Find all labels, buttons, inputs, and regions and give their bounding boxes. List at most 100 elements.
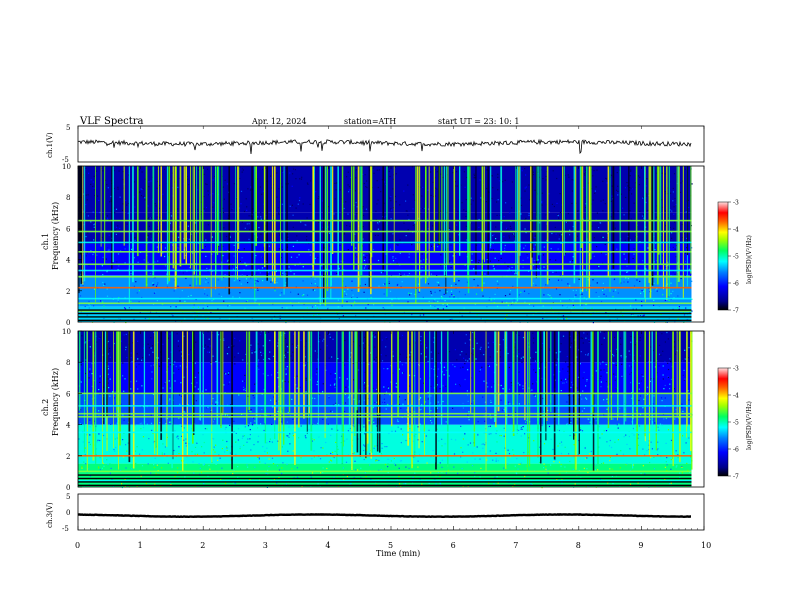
spectrogram-speck — [332, 456, 334, 458]
spectrogram-speck — [421, 218, 423, 220]
spectrogram-speck — [397, 419, 399, 421]
spectrogram-speck — [300, 425, 302, 427]
spectrogram-speck — [456, 185, 458, 187]
spectrogram-speck — [317, 256, 319, 258]
spectrogram-speck — [207, 475, 209, 477]
spectrogram-speck — [536, 268, 538, 270]
spectrogram-speck — [600, 200, 602, 202]
spectrogram-speck — [336, 240, 338, 242]
spectrogram-speck — [102, 256, 104, 258]
spectrogram-speck — [405, 235, 407, 237]
spectrogram-speck — [153, 466, 155, 469]
spectrogram-speck — [691, 183, 693, 185]
spectrogram-speck — [203, 210, 205, 212]
spectrogram-speck — [681, 308, 683, 310]
spectrogram-speck — [438, 284, 440, 286]
spectrogram-speck — [481, 443, 483, 445]
spectrogram-speck — [121, 211, 123, 213]
spectrogram-speck — [276, 282, 278, 284]
spectrogram-speck — [542, 275, 544, 277]
spectrogram-speck — [426, 233, 428, 235]
spectrogram-speck — [617, 439, 619, 441]
spectrogram-speck — [623, 253, 625, 255]
spectrogram-speck — [340, 260, 342, 262]
spectrogram-speck — [299, 178, 301, 180]
spectrogram-speck — [434, 307, 436, 309]
spectrogram-speck — [558, 461, 561, 463]
spectrogram-speck — [497, 176, 499, 178]
spectrogram-speck — [82, 284, 84, 287]
spectrogram-speck — [300, 178, 303, 180]
spectrogram-speck — [601, 463, 603, 465]
spectrogram-speck — [663, 388, 665, 390]
spectrogram-speck — [93, 397, 95, 399]
spectrogram-speck — [101, 167, 103, 170]
spectrogram-speck — [302, 266, 304, 268]
spectrogram-speck — [259, 348, 261, 350]
spectrogram-speck — [665, 417, 667, 420]
spectrogram-speck — [148, 347, 150, 349]
spectrogram-speck — [591, 307, 593, 309]
spectrogram-speck — [138, 444, 140, 446]
spectrogram-speck — [207, 282, 209, 284]
spectrogram-speck — [648, 361, 650, 363]
spectrogram-speck — [557, 429, 559, 431]
spectrogram-speck — [680, 191, 682, 193]
spectrogram-speck — [328, 396, 330, 398]
spectrogram-speck — [511, 384, 513, 387]
spectrogram-speck — [384, 283, 386, 285]
spectrogram-speck — [452, 356, 454, 358]
spectrogram-speck — [457, 472, 459, 474]
spectrogram-spike — [132, 166, 134, 283]
spectrogram-speck — [539, 212, 541, 214]
spectrogram-speck — [137, 461, 139, 463]
spectrogram-speck — [462, 485, 464, 487]
spectrogram-speck — [229, 424, 231, 426]
spectrogram-speck — [195, 298, 197, 301]
spectrogram-speck — [207, 271, 209, 273]
start-time-label: start UT = 23: 10: 1 — [438, 117, 519, 126]
spectrogram-speck — [580, 290, 582, 292]
spectrogram-speck — [354, 301, 356, 303]
spectrogram-speck — [176, 333, 178, 335]
spectrogram-speck — [282, 462, 284, 464]
spectrogram-speck — [331, 210, 333, 213]
spectrogram-speck — [363, 215, 365, 217]
spectrogram-speck — [134, 237, 136, 239]
spectrogram-speck — [454, 449, 456, 451]
spectrogram-speck — [594, 192, 596, 194]
spectrogram-speck — [245, 198, 247, 200]
spectrogram-speck — [473, 173, 475, 175]
spectrogram-speck — [196, 208, 198, 210]
spectrogram-speck — [497, 305, 499, 308]
spectrogram-speck — [507, 228, 509, 230]
spectrogram-speck — [395, 464, 397, 466]
spectrogram-speck — [595, 291, 597, 294]
spectrogram-speck — [275, 361, 277, 363]
spectrogram-speck — [189, 314, 192, 316]
spectrogram-speck — [126, 223, 128, 225]
spectrogram-speck — [459, 367, 462, 369]
spectrogram-speck — [223, 462, 225, 464]
spectrogram-speck — [240, 283, 242, 285]
spectrogram-speck — [647, 209, 649, 211]
spectrogram-speck — [645, 414, 647, 416]
spectrogram-speck — [139, 188, 142, 190]
spectrogram-speck — [621, 375, 623, 377]
spectrogram-speck — [542, 195, 545, 197]
spectrogram-speck — [276, 434, 279, 436]
spectrogram-speck — [632, 314, 634, 316]
spectrogram-speck — [562, 381, 565, 383]
spectrogram-speck — [630, 187, 632, 190]
spectrogram-speck — [382, 378, 384, 380]
spectrogram-speck — [273, 264, 275, 266]
spectrogram-speck — [346, 301, 348, 303]
spectrogram-speck — [441, 466, 443, 468]
spectrogram-speck — [119, 318, 121, 320]
spectrogram-speck — [188, 443, 190, 445]
spectrogram-speck — [326, 268, 328, 270]
spectrogram-speck — [341, 305, 343, 307]
spectrogram-speck — [87, 232, 89, 234]
spectrogram-speck — [506, 450, 508, 452]
spectrogram-speck — [452, 255, 454, 257]
